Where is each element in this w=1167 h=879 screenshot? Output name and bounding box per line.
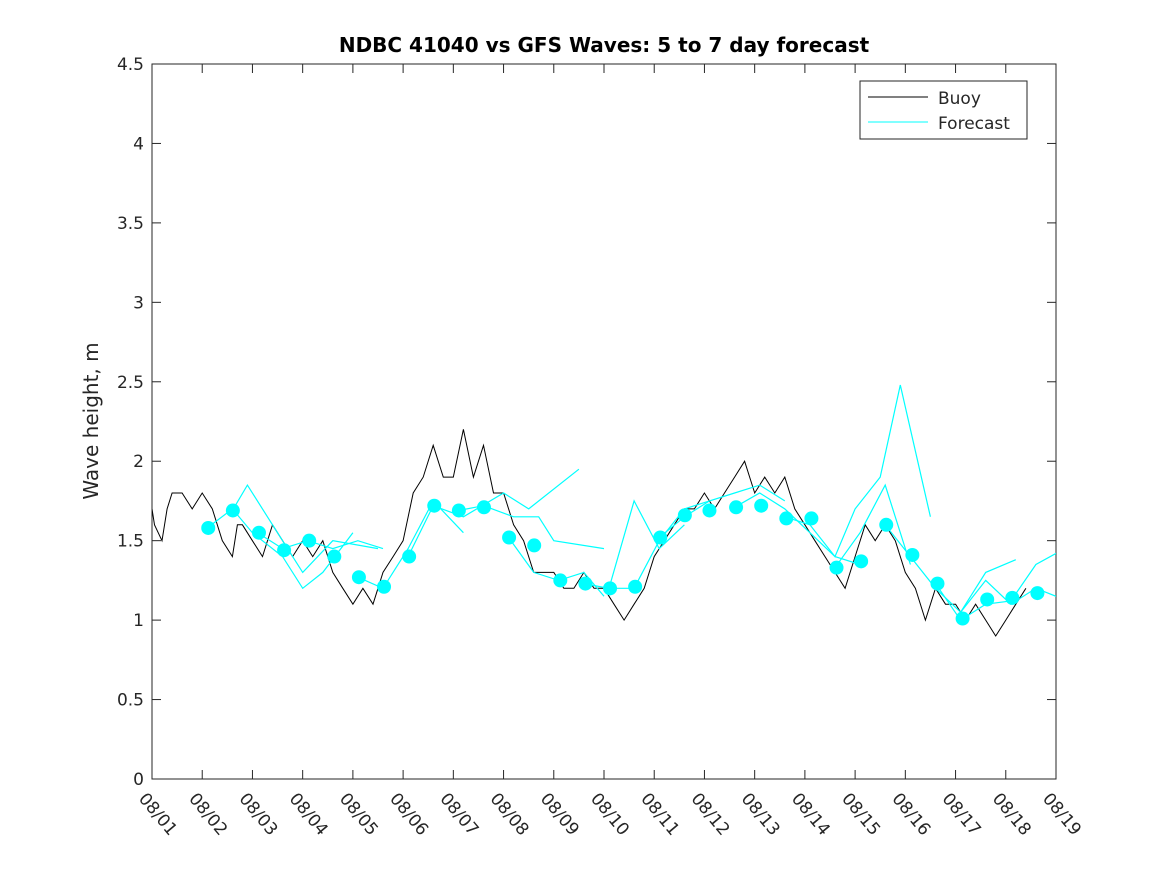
forecast-marker xyxy=(225,503,240,518)
y-tick-label: 2.5 xyxy=(117,373,144,393)
forecast-marker xyxy=(905,547,920,562)
plot-area xyxy=(151,63,1057,780)
forecast-marker xyxy=(779,511,794,526)
forecast-marker xyxy=(879,517,894,532)
y-tick-label: 3 xyxy=(133,293,144,313)
forecast-run-line xyxy=(583,499,685,589)
x-tick-label: 08/13 xyxy=(737,789,784,839)
x-tick-label: 08/12 xyxy=(687,789,734,839)
forecast-marker xyxy=(804,511,819,526)
forecast-marker xyxy=(829,560,844,575)
x-tick-label: 08/01 xyxy=(134,789,181,839)
x-tick-label: 08/19 xyxy=(1038,789,1085,839)
forecast-marker xyxy=(1005,590,1020,605)
legend-buoy-label: Buoy xyxy=(938,89,981,109)
forecast-marker xyxy=(251,525,266,540)
x-tick-label: 08/05 xyxy=(335,789,382,839)
forecast-marker xyxy=(603,581,618,596)
forecast-marker xyxy=(578,576,593,591)
x-tick-label: 08/09 xyxy=(536,789,583,839)
forecast-marker xyxy=(201,520,216,535)
forecast-run-line xyxy=(257,532,384,550)
x-tick-label: 08/15 xyxy=(837,789,884,839)
forecast-marker xyxy=(702,503,717,518)
x-tick-label: 08/08 xyxy=(486,789,533,839)
y-tick-label: 0 xyxy=(133,770,144,790)
x-tick-label: 08/18 xyxy=(988,789,1035,839)
y-tick-label: 3.5 xyxy=(117,214,144,234)
forecast-marker xyxy=(302,533,317,548)
forecast-marker xyxy=(754,498,769,513)
forecast-marker xyxy=(955,611,970,626)
y-tick-label: 4 xyxy=(133,134,144,154)
forecast-marker xyxy=(427,498,442,513)
x-tick-label: 08/02 xyxy=(184,789,231,839)
forecast-marker xyxy=(277,543,292,558)
y-axis-label: Wave height, m xyxy=(79,342,103,499)
legend-forecast-label: Forecast xyxy=(938,114,1010,134)
x-tick-label: 08/10 xyxy=(586,789,633,839)
x-tick-label: 08/14 xyxy=(787,789,834,839)
forecast-marker xyxy=(930,576,945,591)
y-tick-label: 4.5 xyxy=(117,55,144,75)
x-tick-label: 08/06 xyxy=(385,789,432,839)
x-tick-label: 08/03 xyxy=(235,789,282,839)
forecast-marker xyxy=(980,592,995,607)
forecast-marker xyxy=(476,500,491,515)
forecast-run-line xyxy=(357,499,464,590)
forecast-marker xyxy=(351,570,366,585)
y-tick-label: 2 xyxy=(133,452,144,472)
x-tick-label: 08/11 xyxy=(636,789,683,839)
chart-title: NDBC 41040 vs GFS Waves: 5 to 7 day fore… xyxy=(339,33,870,57)
x-tick-label: 08/04 xyxy=(285,789,332,839)
forecast-marker xyxy=(854,554,869,569)
x-tick-label: 08/16 xyxy=(888,789,935,839)
forecast-marker xyxy=(553,573,568,588)
legend-box xyxy=(859,80,1028,140)
forecast-run-line xyxy=(935,552,1056,621)
forecast-marker xyxy=(729,500,744,515)
forecast-marker xyxy=(1030,586,1045,601)
forecast-run-line xyxy=(884,524,1017,614)
forecast-marker xyxy=(527,538,542,553)
forecast-marker xyxy=(502,530,517,545)
forecast-marker xyxy=(402,549,417,564)
forecast-marker xyxy=(451,503,466,518)
forecast-marker xyxy=(677,508,692,523)
forecast-run-line xyxy=(834,483,911,569)
y-tick-label: 1.5 xyxy=(117,532,144,552)
x-tick-label: 08/17 xyxy=(938,789,985,839)
y-tick-label: 0.5 xyxy=(117,691,144,711)
legend: Buoy Forecast xyxy=(859,80,1028,140)
y-tick-label: 1 xyxy=(133,611,144,631)
forecast-marker xyxy=(653,530,668,545)
forecast-marker xyxy=(377,579,392,594)
forecast-marker xyxy=(628,579,643,594)
x-tick-label: 08/07 xyxy=(436,789,483,839)
forecast-marker xyxy=(327,549,342,564)
